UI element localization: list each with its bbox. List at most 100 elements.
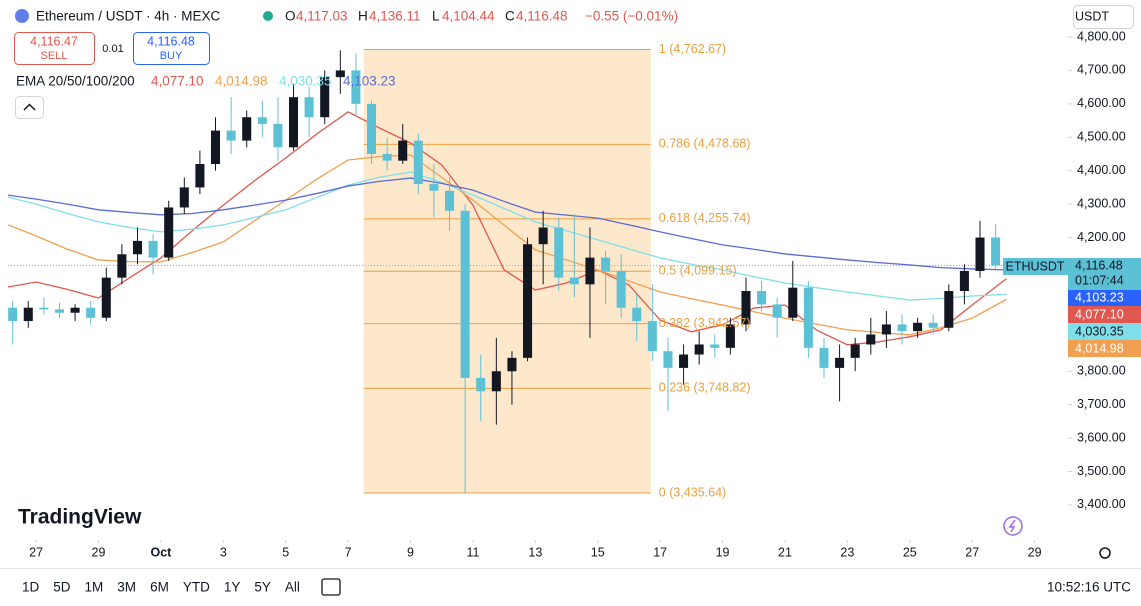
- y-tick-label: 3,700.00: [1077, 397, 1126, 411]
- candle-body: [491, 371, 501, 392]
- candle-body: [632, 307, 642, 322]
- candle-body: [413, 140, 423, 185]
- candle-body: [959, 270, 969, 292]
- x-tick-label: 7: [345, 545, 352, 559]
- coin-icon: [15, 9, 29, 23]
- range-button[interactable]: 5D: [53, 580, 71, 595]
- candle-body: [257, 117, 267, 124]
- x-tick-label: 3: [220, 545, 227, 559]
- x-tick-label: 5: [282, 545, 289, 559]
- ema-value: 4,030.35: [279, 74, 332, 89]
- alert-icon[interactable]: [1003, 516, 1023, 536]
- candle-body: [39, 307, 49, 310]
- candle-body: [523, 244, 533, 358]
- buy-price: 4,116.48: [147, 34, 195, 48]
- candle-body: [788, 287, 798, 318]
- ema-tag-text: 4,014.98: [1075, 341, 1124, 355]
- ema-value: 4,077.10: [151, 74, 204, 89]
- y-tick-label: 3,500.00: [1077, 464, 1126, 478]
- y-tick-label: 4,300.00: [1077, 196, 1126, 210]
- candle-body: [148, 240, 158, 258]
- x-tick-label: 23: [840, 545, 854, 559]
- y-tick-label: 4,600.00: [1077, 96, 1126, 110]
- fib-label: 0.786 (4,478.68): [659, 137, 751, 151]
- x-tick-label: 11: [466, 545, 479, 559]
- ema-tag: [1068, 290, 1141, 306]
- candle-body: [429, 184, 439, 191]
- candle-body: [273, 123, 283, 148]
- currency-button[interactable]: [1073, 5, 1134, 29]
- status-dot: [263, 11, 273, 21]
- change: −0.55 (−0.01%): [585, 9, 678, 24]
- ohlc-key: O: [285, 9, 296, 24]
- symbol-tag: [1003, 258, 1068, 275]
- ohlc-value: 4,117.03: [296, 9, 348, 24]
- ohlc-key: L: [432, 9, 440, 24]
- buy-label: BUY: [160, 50, 183, 62]
- candle-body: [382, 153, 392, 161]
- x-tick-label: 17: [653, 545, 667, 559]
- range-button[interactable]: 1D: [22, 580, 40, 595]
- candle-body: [195, 164, 205, 188]
- candle-body: [803, 287, 813, 348]
- sell-button[interactable]: [14, 32, 95, 65]
- candle-body: [663, 351, 673, 368]
- branding: TradingView: [18, 506, 142, 529]
- y-tick-label: 4,800.00: [1077, 29, 1126, 43]
- candle-body: [928, 322, 938, 328]
- candle-body: [367, 103, 377, 154]
- countdown: 01:07:44: [1075, 273, 1124, 287]
- settings-icon[interactable]: [1099, 547, 1111, 559]
- x-tick-label: 27: [965, 545, 979, 559]
- ema-tag: [1068, 323, 1141, 340]
- candle-body: [507, 357, 517, 372]
- candle-body: [70, 307, 80, 313]
- candle-body: [647, 321, 657, 352]
- candle-body: [226, 130, 236, 141]
- candle-body: [710, 344, 720, 348]
- sell-price: 4,116.47: [30, 34, 78, 48]
- candle-body: [320, 77, 330, 118]
- ema-tag-text: 4,103.23: [1075, 290, 1124, 304]
- range-button[interactable]: 1Y: [224, 580, 241, 595]
- buy-button[interactable]: [133, 32, 210, 65]
- fib-label: 0 (3,435.64): [659, 485, 726, 499]
- x-tick-label: 13: [528, 545, 542, 559]
- candle-body: [897, 324, 907, 332]
- candle-body: [101, 277, 111, 318]
- ema-tag: [1068, 340, 1141, 357]
- candle-body: [757, 291, 767, 305]
- candle-body: [601, 257, 611, 271]
- symbol-tag-text: ETHUSDT: [1005, 259, 1064, 273]
- range-button[interactable]: 3M: [117, 580, 136, 595]
- spread: 0.01: [102, 43, 123, 55]
- range-button[interactable]: 6M: [150, 580, 169, 595]
- collapse-button[interactable]: [15, 96, 44, 119]
- symbol[interactable]: Ethereum / USDT · 4h · MEXC: [36, 9, 221, 24]
- range-button[interactable]: YTD: [183, 580, 210, 595]
- date-range-icon[interactable]: [321, 578, 341, 596]
- candle-body: [351, 70, 361, 104]
- candle-body: [445, 190, 455, 211]
- range-button[interactable]: 1M: [85, 580, 104, 595]
- x-tick-label: Oct: [150, 545, 172, 559]
- candle-body: [694, 344, 704, 355]
- ema-tag-text: 4,077.10: [1075, 307, 1124, 321]
- range-button[interactable]: All: [285, 580, 300, 595]
- indicator-name[interactable]: EMA 20/50/100/200: [16, 74, 135, 89]
- candle-body: [679, 354, 689, 368]
- candle-body: [991, 237, 1001, 266]
- x-tick-label: 9: [407, 545, 414, 559]
- y-tick-label: 4,500.00: [1077, 130, 1126, 144]
- ohlc-value: 4,116.48: [516, 9, 568, 24]
- x-tick-label: 29: [1028, 545, 1042, 559]
- candle-body: [554, 227, 564, 278]
- ema-value: 4,014.98: [215, 74, 268, 89]
- range-button[interactable]: 5Y: [254, 580, 271, 595]
- candle-body: [538, 227, 548, 245]
- candle-body: [835, 357, 845, 368]
- collapse-icon: [23, 103, 36, 111]
- fib-label: 0.618 (4,255.74): [659, 211, 751, 225]
- x-tick-label: 27: [29, 545, 43, 559]
